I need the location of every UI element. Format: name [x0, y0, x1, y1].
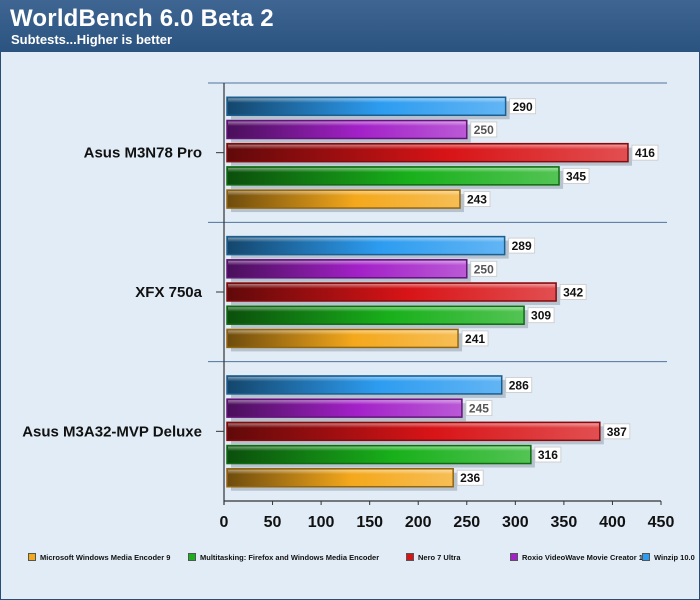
bar-highlight — [228, 284, 556, 293]
x-tick-label: 100 — [308, 514, 335, 531]
bar-highlight — [228, 400, 461, 410]
category-label: Asus M3A32-MVP Deluxe — [22, 423, 202, 440]
legend-label: Roxio VideoWave Movie Creator 1.5 — [522, 553, 650, 562]
data-label-box — [562, 167, 590, 184]
data-label-box — [465, 400, 493, 417]
legend-label: Microsoft Windows Media Encoder 9 — [40, 553, 171, 562]
legend-label: Nero 7 Ultra — [418, 553, 461, 562]
bar-highlight — [228, 330, 458, 340]
category-label: XFX 750a — [135, 284, 202, 301]
x-tick-label: 450 — [648, 514, 675, 531]
bar-highlight — [228, 376, 501, 386]
bar-highlight — [228, 423, 599, 433]
data-label: 316 — [538, 448, 558, 462]
legend-label: Multitasking: Firefox and Windows Media … — [200, 553, 380, 562]
legend-item: Winzip 10.0 — [642, 553, 695, 562]
legend-swatch — [28, 553, 36, 561]
data-label-box — [631, 144, 659, 161]
data-label-box — [559, 284, 587, 300]
bar-highlight — [228, 469, 453, 479]
data-label: 245 — [469, 402, 489, 416]
data-label-box — [456, 469, 484, 486]
bar-highlight — [228, 237, 504, 247]
data-label-box — [463, 191, 491, 207]
data-label-box — [508, 237, 536, 254]
bar-highlight — [228, 98, 505, 108]
bar-highlight — [228, 121, 466, 131]
data-label: 241 — [465, 332, 485, 346]
data-label: 309 — [531, 309, 551, 323]
data-label-box — [527, 307, 555, 324]
chart-title: WorldBench 6.0 Beta 2 — [10, 5, 274, 32]
legend-item: Microsoft Windows Media Encoder 9 — [28, 553, 170, 562]
x-tick-label: 50 — [264, 514, 282, 531]
legend-swatch — [188, 553, 196, 561]
data-label-box — [470, 260, 498, 277]
data-label-box — [603, 423, 631, 440]
legend-item: Nero 7 Ultra — [406, 553, 461, 562]
x-tick-label: 200 — [405, 514, 432, 531]
legend-item: Multitasking: Firefox and Windows Media … — [188, 553, 379, 562]
x-tick-label: 350 — [551, 514, 578, 531]
bar-highlight — [228, 260, 466, 270]
bar-highlight — [228, 144, 627, 154]
chart-header: WorldBench 6.0 Beta 2 Subtests...Higher … — [0, 0, 700, 52]
data-label-box — [470, 121, 498, 138]
x-tick-label: 0 — [220, 514, 229, 531]
legend-label: Winzip 10.0 — [654, 553, 695, 562]
data-label-box — [505, 377, 533, 393]
data-label-box — [461, 330, 489, 347]
x-tick-label: 250 — [453, 514, 480, 531]
chart-legend: Microsoft Windows Media Encoder 9 Multita… — [28, 550, 695, 566]
data-label: 250 — [474, 262, 494, 276]
bar-highlight — [228, 307, 524, 317]
data-label: 236 — [460, 471, 480, 485]
legend-swatch — [406, 553, 414, 561]
chart-subtitle: Subtests...Higher is better — [11, 32, 173, 47]
x-tick-label: 400 — [599, 514, 626, 531]
category-label: Asus M3N78 Pro — [84, 145, 202, 162]
bar-highlight — [228, 167, 559, 177]
data-label: 243 — [467, 193, 487, 207]
legend-swatch — [510, 553, 518, 561]
x-tick-label: 150 — [356, 514, 383, 531]
data-label: 387 — [607, 425, 627, 439]
data-label: 250 — [474, 123, 494, 137]
data-label: 286 — [509, 378, 529, 392]
data-label: 342 — [563, 286, 583, 300]
legend-swatch — [642, 553, 650, 561]
data-label-box — [534, 446, 562, 463]
data-label: 290 — [513, 100, 533, 114]
legend-item: Roxio VideoWave Movie Creator 1.5 — [510, 553, 649, 562]
bar-highlight — [228, 446, 530, 456]
x-tick-label: 300 — [502, 514, 529, 531]
data-label-box — [509, 98, 537, 115]
data-label: 416 — [635, 146, 655, 160]
bar-highlight — [228, 191, 459, 201]
data-label: 345 — [566, 169, 586, 183]
data-label: 289 — [512, 239, 532, 253]
